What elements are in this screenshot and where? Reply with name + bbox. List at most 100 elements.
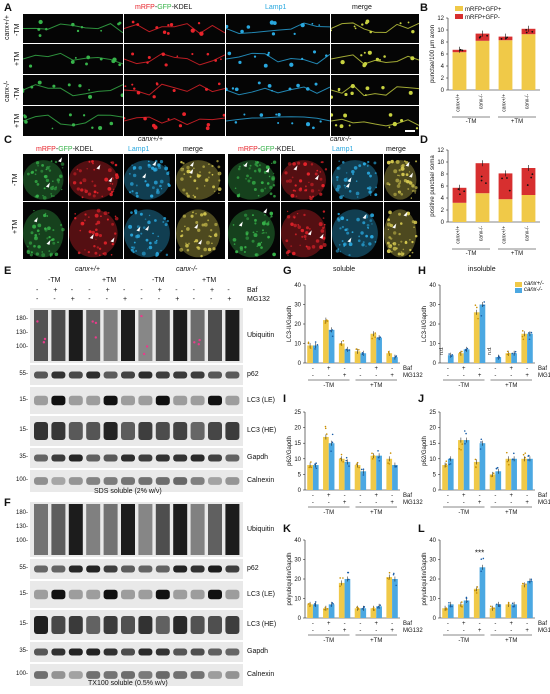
G-dot-1-1-2 bbox=[329, 330, 332, 332]
G-dot-1-1-0 bbox=[331, 335, 334, 338]
H-dot-1-0-1 bbox=[459, 352, 462, 355]
H-ylabel: LC3-II/Gapdh bbox=[422, 306, 428, 342]
L-mg-1: - bbox=[463, 628, 465, 634]
f-blot-gapdh-label: Gapdh bbox=[247, 648, 269, 655]
panel-letter-i: I bbox=[283, 393, 287, 405]
K-mg-2: + bbox=[343, 628, 347, 634]
B-group-0: -TM bbox=[466, 119, 477, 125]
H-dot-4-0-0 bbox=[506, 353, 509, 356]
c-micro-r1-c4 bbox=[176, 154, 225, 201]
J-dot-4-0-2 bbox=[506, 460, 509, 463]
a-micro-r3-c1 bbox=[23, 75, 123, 105]
G-dot-4-0-2 bbox=[374, 336, 376, 338]
J-group-1: +TM bbox=[505, 510, 517, 516]
K-dot-0-1-2 bbox=[313, 603, 316, 605]
e-mg_row-4: - bbox=[105, 296, 108, 303]
J-bar-2-s0 bbox=[473, 461, 480, 490]
e-mg_row-10: - bbox=[210, 296, 213, 303]
H-mg-0: - bbox=[447, 373, 449, 379]
L-dot-4-1-2 bbox=[512, 605, 514, 608]
J-dot-3-1-2 bbox=[496, 466, 499, 469]
I-bar-4-s0 bbox=[370, 455, 377, 490]
a-row4-tm: +TM bbox=[14, 113, 21, 128]
H-mg-5: + bbox=[525, 373, 529, 379]
I-mg-1: - bbox=[328, 500, 330, 506]
D-bar-2-s0 bbox=[498, 199, 513, 222]
G-dot-1-0-2 bbox=[326, 320, 329, 322]
I-ylabel: p62/Gapdh bbox=[287, 436, 293, 466]
H-baf-3: - bbox=[494, 366, 496, 372]
L-ytick-label-1: 10 bbox=[429, 597, 436, 603]
legend-swatch-ko bbox=[515, 287, 522, 293]
K-dot-4-1-0 bbox=[379, 604, 382, 606]
L-dot-0-0-0 bbox=[445, 608, 447, 611]
L-mg-5: + bbox=[525, 628, 529, 634]
L-dot-0-0-1 bbox=[445, 607, 448, 609]
a-micro-r3-c3 bbox=[226, 75, 330, 105]
J-bar-4-s0 bbox=[505, 458, 512, 490]
e-blot-lc3-le-label: LC3 (LE) bbox=[247, 396, 276, 404]
I-dot-4-0-2 bbox=[372, 454, 375, 457]
J-mg-5: + bbox=[525, 500, 529, 506]
D-dot-0-0 bbox=[463, 190, 466, 193]
H-bar-2-s0 bbox=[473, 312, 480, 363]
K-ytick-label-4: 40 bbox=[294, 538, 301, 544]
L-dot-1-0-0 bbox=[460, 605, 463, 608]
K-dot-4-0-0 bbox=[372, 607, 375, 610]
b-legend-swatch-0 bbox=[455, 6, 463, 11]
e-blot-lc3-le bbox=[30, 387, 243, 414]
B-bar-0-s1 bbox=[452, 49, 467, 53]
e-blot-lc3-he-label: LC3 (HE) bbox=[247, 427, 277, 434]
panel-letter-k: K bbox=[283, 523, 291, 535]
I-dot-1-0-2 bbox=[325, 433, 328, 435]
a-micro-r2-c1 bbox=[23, 44, 123, 74]
panel-letter-l: L bbox=[418, 523, 425, 535]
K-dot-3-1-0 bbox=[361, 608, 364, 610]
a-header-mrfp: mRFP bbox=[135, 4, 155, 11]
K-bar-4-s0 bbox=[370, 608, 377, 618]
K-bar-3-s1 bbox=[360, 608, 367, 618]
G-dot-0-0-1 bbox=[307, 341, 310, 344]
c-micro-r1-c2 bbox=[69, 154, 123, 201]
L-bar-1-s0 bbox=[458, 604, 464, 618]
I-bar-0-s0 bbox=[307, 465, 313, 490]
f-blot-calnexin-label: Calnexin bbox=[247, 671, 275, 678]
panel-letter-b: B bbox=[420, 2, 428, 14]
e-footer: SDS soluble (2% w/v) bbox=[94, 488, 162, 495]
e-mg132-label: MG132 bbox=[247, 296, 270, 303]
G-dot-3-1-1 bbox=[361, 353, 364, 356]
G-bar-1-s1 bbox=[328, 329, 335, 363]
a-micro-r3-c2 bbox=[124, 75, 225, 105]
B-bar-1-s1 bbox=[475, 33, 490, 41]
c-micro-r1-c7 bbox=[332, 154, 383, 201]
I-group-1: +TM bbox=[370, 510, 382, 516]
c-micro-r2-c1 bbox=[23, 202, 68, 259]
H-group-0: -TM bbox=[458, 383, 469, 389]
J-dot-5-1-2 bbox=[527, 454, 530, 457]
e-tm-neg-2: -TM bbox=[152, 277, 165, 284]
J-dot-2-0-1 bbox=[474, 458, 477, 461]
G-mg-5: + bbox=[390, 373, 394, 379]
K-ytick-label-1: 10 bbox=[294, 597, 301, 603]
G-bar-2-s1 bbox=[344, 349, 351, 363]
I-mg-5: + bbox=[390, 500, 394, 506]
L-dot-4-1-0 bbox=[511, 602, 514, 605]
G-dot-5-1-1 bbox=[394, 356, 397, 358]
e-blot-ubiquitin-label: Ubiquitin bbox=[247, 331, 275, 339]
I-dot-1-1-2 bbox=[331, 433, 334, 436]
c-micro-r2-c6 bbox=[281, 202, 331, 259]
H-ytick-label-1: 10 bbox=[429, 342, 436, 348]
L-dot-4-1-1 bbox=[513, 605, 515, 608]
L-ytick-label-3: 30 bbox=[429, 558, 436, 564]
c-header-ko-mrfp: mRFP-GFP-KDEL bbox=[238, 146, 296, 153]
c-micro-r2-c8 bbox=[384, 202, 420, 259]
K-dot-3-1-1 bbox=[362, 606, 365, 609]
c-micro-r2-c5 bbox=[228, 202, 280, 259]
e-tm-pos-2: +TM bbox=[202, 277, 217, 284]
G-bar-2-s0 bbox=[338, 343, 345, 363]
e-mg_row-9: - bbox=[192, 296, 195, 303]
G-dot-0-1-2 bbox=[314, 348, 316, 350]
J-bar-2-s1 bbox=[479, 443, 486, 490]
I-dot-5-1-0 bbox=[394, 465, 397, 468]
B-dot-1-0 bbox=[486, 34, 489, 37]
